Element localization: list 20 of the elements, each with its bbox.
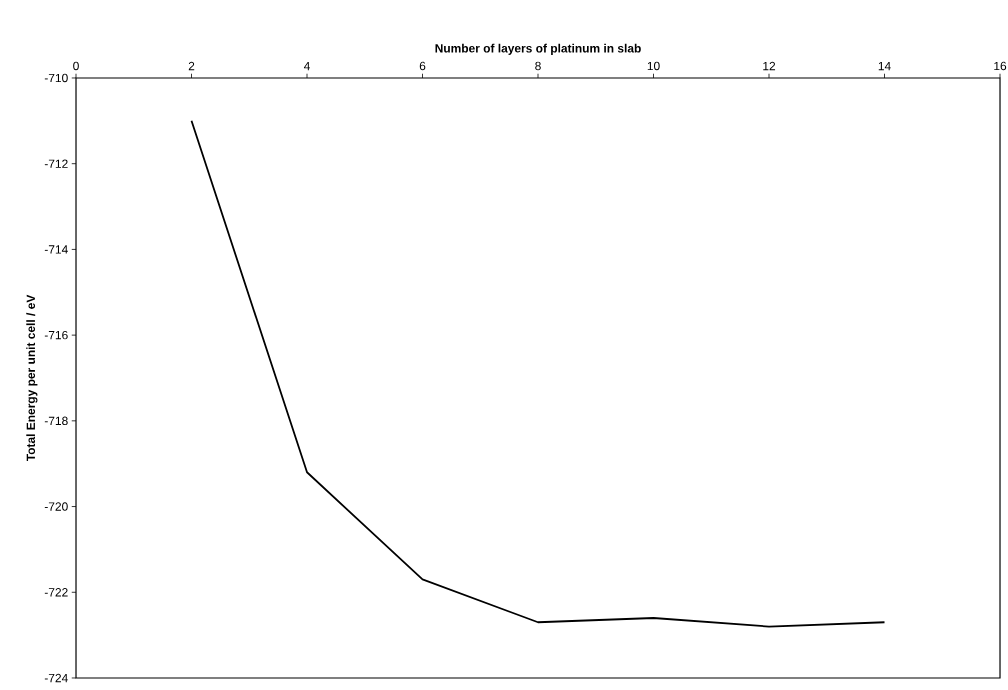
y-tick-label: -724 [44,673,68,683]
x-tick-label: 8 [535,61,541,71]
y-tick-label: -718 [44,416,68,426]
x-axis-title: Number of layers of platinum in slab [435,43,641,55]
y-axis-title: Total Energy per unit cell / eV [26,294,38,462]
x-tick-label: 10 [647,61,660,71]
x-tick-label: 12 [763,61,776,71]
x-tick-label: 2 [188,61,195,71]
y-tick-label: -716 [44,330,68,340]
y-tick-label: -720 [44,502,68,511]
y-tick-label: -714 [44,245,68,254]
x-tick-label: 6 [419,61,426,71]
x-tick-label: 16 [994,61,1007,71]
y-tick-label: -722 [44,588,68,597]
x-tick-label: 4 [303,61,310,71]
x-tick-label: 0 [73,61,79,71]
x-tick-label: 14 [878,61,891,71]
line-series [190,119,886,628]
y-tick-label: -712 [44,159,68,168]
y-tick-label: -710 [44,73,68,83]
